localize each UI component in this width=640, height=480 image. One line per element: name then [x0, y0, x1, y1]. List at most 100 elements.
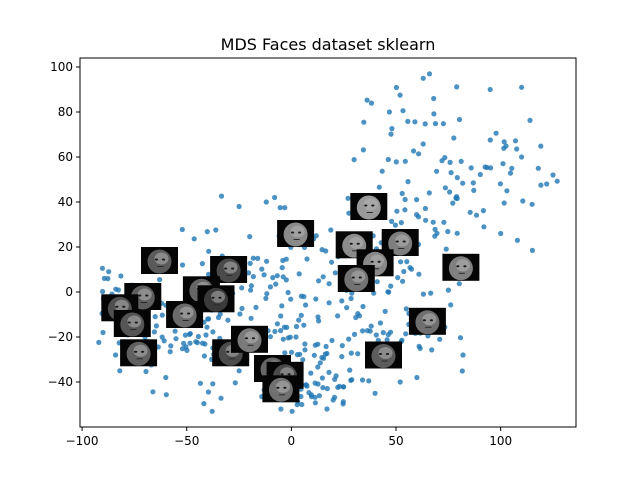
data-point — [394, 208, 400, 214]
data-point — [442, 185, 448, 191]
data-point — [118, 273, 124, 279]
data-point — [344, 305, 350, 311]
data-point — [163, 392, 169, 398]
data-point — [395, 275, 401, 281]
data-point — [393, 159, 399, 165]
data-point — [218, 193, 225, 199]
data-point — [246, 270, 252, 276]
data-point — [443, 246, 449, 252]
y-tick-label: −40 — [48, 375, 73, 389]
data-point — [467, 209, 473, 215]
y-tick-label: 20 — [58, 240, 73, 254]
data-point — [414, 374, 420, 381]
data-point — [374, 279, 380, 285]
y-tick-label: 40 — [58, 195, 73, 209]
data-point — [179, 262, 186, 268]
data-point — [493, 130, 499, 136]
data-point — [519, 84, 525, 90]
data-point — [153, 323, 159, 329]
data-point — [319, 375, 325, 381]
data-point — [346, 210, 352, 216]
data-point — [326, 281, 332, 287]
data-point — [389, 218, 395, 224]
face-thumbnail — [262, 375, 300, 403]
data-point — [400, 108, 406, 114]
data-point — [302, 347, 308, 353]
data-point — [294, 352, 300, 358]
data-point — [405, 118, 411, 124]
data-point — [210, 329, 216, 335]
data-point — [302, 341, 308, 347]
data-point — [304, 256, 310, 262]
x-tick-label: 50 — [388, 434, 403, 448]
data-point — [428, 290, 434, 296]
y-tick-label: 100 — [50, 60, 73, 74]
data-point — [296, 317, 302, 323]
data-point — [429, 347, 435, 353]
data-point — [520, 198, 526, 204]
data-point — [454, 230, 460, 236]
data-point — [416, 343, 422, 349]
data-point — [248, 283, 254, 289]
x-tick-label: −100 — [66, 434, 99, 448]
data-point — [330, 397, 336, 403]
data-point — [403, 306, 409, 312]
face-thumbnail — [365, 341, 402, 369]
data-point — [454, 84, 460, 90]
data-point — [426, 71, 433, 77]
data-point — [99, 265, 105, 271]
data-point — [355, 351, 361, 357]
data-point — [294, 402, 300, 408]
data-point — [315, 364, 321, 370]
data-point — [203, 332, 209, 338]
data-point — [364, 328, 371, 334]
data-point — [195, 333, 201, 340]
data-point — [498, 230, 504, 237]
data-point — [270, 275, 276, 281]
data-point — [272, 328, 278, 335]
data-point — [368, 100, 375, 106]
data-point — [324, 350, 330, 357]
data-point — [312, 380, 318, 386]
data-point — [279, 303, 285, 309]
data-point — [247, 234, 253, 240]
data-point — [471, 187, 477, 193]
data-point — [403, 331, 409, 337]
face-thumbnail — [277, 220, 315, 247]
data-point — [187, 340, 193, 346]
data-point — [345, 195, 351, 201]
data-point — [316, 278, 322, 284]
data-point — [340, 399, 346, 405]
data-point — [432, 226, 438, 232]
data-point — [301, 322, 307, 328]
data-point — [453, 195, 459, 201]
data-point — [399, 190, 405, 197]
data-point — [448, 302, 454, 308]
data-point — [280, 336, 286, 342]
data-point — [253, 304, 259, 310]
data-point — [143, 368, 149, 375]
face-thumbnail — [141, 247, 178, 274]
data-point — [225, 317, 231, 323]
data-point — [204, 324, 210, 330]
data-point — [301, 294, 307, 300]
data-point — [277, 205, 283, 211]
data-point — [206, 271, 212, 277]
data-point — [204, 229, 210, 235]
data-point — [339, 298, 345, 304]
data-point — [296, 271, 302, 277]
data-point — [382, 308, 388, 314]
data-point — [326, 369, 332, 375]
scatter-points — [96, 71, 560, 414]
data-point — [278, 328, 284, 334]
data-point — [157, 277, 163, 283]
data-point — [348, 350, 354, 356]
data-point — [359, 377, 366, 383]
data-point — [206, 248, 212, 254]
data-point — [320, 385, 326, 391]
data-point — [279, 265, 285, 271]
data-point — [366, 378, 372, 384]
data-point — [447, 159, 453, 165]
data-point — [339, 343, 345, 349]
data-point — [316, 318, 322, 324]
